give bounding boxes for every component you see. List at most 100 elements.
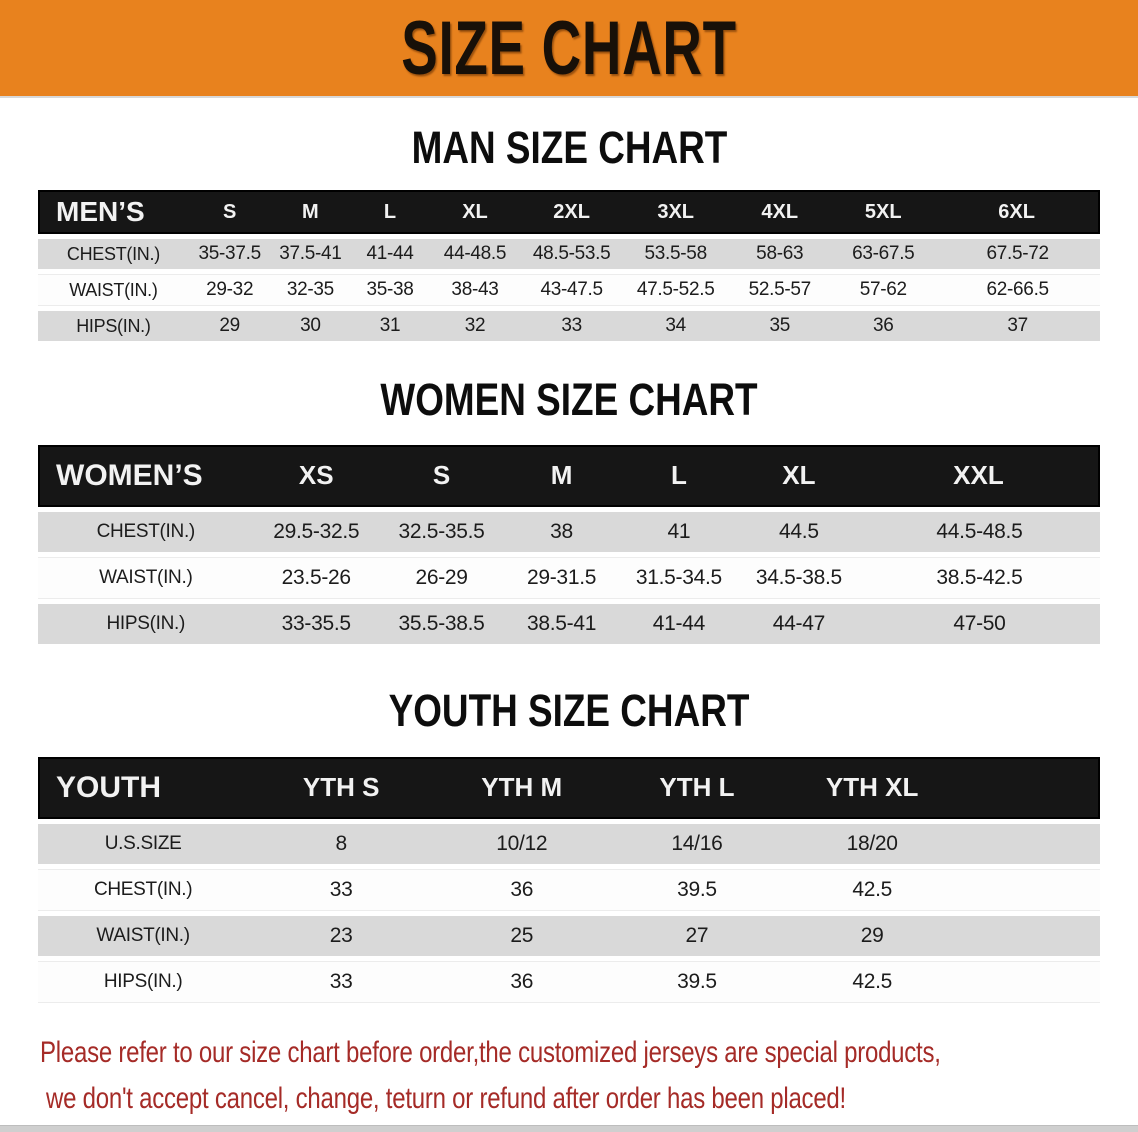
value-cell: 37	[935, 311, 1100, 342]
value-cell: 44.5-48.5	[858, 511, 1100, 552]
bottom-divider-bar	[0, 1125, 1138, 1132]
value-cell: 39.5	[609, 868, 785, 911]
value-cell: 26-29	[378, 556, 505, 599]
table-row: HIPS(IN.) 33 36 39.5 42.5	[38, 960, 1100, 1003]
row-spacer-cell	[959, 915, 1100, 956]
row-label: HIPS(IN.)	[38, 960, 249, 1003]
value-cell: 29-32	[188, 274, 271, 307]
value-cell: 43-47.5	[520, 274, 624, 307]
value-cell: 33	[248, 960, 435, 1003]
size-column-header: L	[618, 444, 739, 507]
value-cell: 27	[609, 915, 785, 956]
disclaimer-line-1: Please refer to our size chart before or…	[40, 1035, 941, 1069]
youth-size-table: YOUTH YTH S YTH M YTH L YTH XL U.S.SIZE 8 10/12…	[38, 752, 1100, 1008]
value-cell: 57-62	[831, 274, 936, 307]
value-cell: 8	[248, 823, 435, 864]
value-cell: 41	[618, 511, 739, 552]
value-cell: 52.5-57	[728, 274, 832, 307]
youth-size-table-wrap: YOUTH YTH S YTH M YTH L YTH XL U.S.SIZE 8 10/12…	[0, 752, 1138, 1008]
man-size-table-wrap: MEN’S S M L XL 2XL 3XL 4XL 5XL 6XL CHEST(IN.) 35-37…	[0, 185, 1138, 346]
table-header-row: MEN’S S M L XL 2XL 3XL 4XL 5XL 6XL	[38, 190, 1100, 235]
value-cell: 29	[784, 915, 960, 956]
value-cell: 18/20	[784, 823, 960, 864]
youth-size-chart-heading: YOUTH SIZE CHART	[388, 684, 750, 736]
women-size-chart-heading: WOMEN SIZE CHART	[380, 374, 758, 426]
value-cell: 29-31.5	[504, 556, 619, 599]
value-cell: 31.5-34.5	[618, 556, 739, 599]
value-cell: 53.5-58	[623, 239, 729, 270]
table-row: CHEST(IN.) 35-37.5 37.5-41 41-44 44-48.5 48.5…	[38, 239, 1100, 270]
size-column-header: YTH M	[434, 756, 610, 819]
value-cell: 38.5-41	[504, 603, 619, 644]
row-label: CHEST(IN.)	[38, 511, 254, 552]
value-cell: 63-67.5	[831, 239, 936, 270]
row-label: WAIST(IN.)	[38, 556, 254, 599]
value-cell: 42.5	[784, 868, 960, 911]
row-spacer-cell	[959, 868, 1100, 911]
size-column-header: 4XL	[728, 190, 832, 235]
row-label: WAIST(IN.)	[38, 915, 249, 956]
value-cell: 62-66.5	[935, 274, 1100, 307]
man-size-chart-heading: MAN SIZE CHART	[411, 122, 727, 173]
row-label: CHEST(IN.)	[38, 868, 249, 911]
table-header-row: YOUTH YTH S YTH M YTH L YTH XL	[38, 756, 1100, 819]
value-cell: 35-37.5	[188, 239, 271, 270]
value-cell: 23	[248, 915, 435, 956]
size-column-header: XXL	[858, 444, 1100, 507]
table-row: WAIST(IN.) 29-32 32-35 35-38 38-43 43-47.5 47.…	[38, 274, 1100, 307]
value-cell: 38-43	[429, 274, 521, 307]
table-title-cell: MEN’S	[38, 190, 189, 235]
value-cell: 41-44	[618, 603, 739, 644]
header-spacer-cell	[959, 756, 1100, 819]
value-cell: 36	[434, 868, 610, 911]
value-cell: 31	[350, 311, 430, 342]
size-column-header: M	[504, 444, 619, 507]
value-cell: 38	[504, 511, 619, 552]
value-cell: 35-38	[350, 274, 430, 307]
value-cell: 14/16	[609, 823, 785, 864]
table-row: WAIST(IN.) 23 25 27 29	[38, 915, 1100, 956]
table-row: U.S.SIZE 8 10/12 14/16 18/20	[38, 823, 1100, 864]
value-cell: 30	[270, 311, 351, 342]
man-size-table: MEN’S S M L XL 2XL 3XL 4XL 5XL 6XL CHEST(IN.) 35-37…	[38, 185, 1100, 346]
row-label: CHEST(IN.)	[38, 239, 189, 270]
value-cell: 37.5-41	[270, 239, 351, 270]
row-label: U.S.SIZE	[38, 823, 249, 864]
value-cell: 44-47	[738, 603, 859, 644]
value-cell: 58-63	[728, 239, 832, 270]
value-cell: 38.5-42.5	[858, 556, 1100, 599]
value-cell: 47.5-52.5	[623, 274, 729, 307]
value-cell: 36	[831, 311, 936, 342]
value-cell: 29	[188, 311, 271, 342]
value-cell: 44-48.5	[429, 239, 521, 270]
table-row: CHEST(IN.) 29.5-32.5 32.5-35.5 38 41 44.5 44.5…	[38, 511, 1100, 552]
size-column-header: YTH S	[248, 756, 435, 819]
value-cell: 34.5-38.5	[738, 556, 859, 599]
size-column-header: YTH XL	[784, 756, 960, 819]
size-column-header: XL	[738, 444, 859, 507]
table-title-cell: WOMEN’S	[38, 444, 254, 507]
table-row: WAIST(IN.) 23.5-26 26-29 29-31.5 31.5-34.5 34…	[38, 556, 1100, 599]
value-cell: 32.5-35.5	[378, 511, 505, 552]
value-cell: 10/12	[434, 823, 610, 864]
size-column-header: 2XL	[520, 190, 624, 235]
value-cell: 23.5-26	[253, 556, 379, 599]
size-column-header: XS	[253, 444, 379, 507]
table-title-cell: YOUTH	[38, 756, 249, 819]
banner-title: SIZE CHART	[401, 5, 737, 91]
value-cell: 48.5-53.5	[520, 239, 624, 270]
size-chart-banner: SIZE CHART	[0, 0, 1138, 98]
value-cell: 44.5	[738, 511, 859, 552]
size-column-header: YTH L	[609, 756, 785, 819]
row-label: HIPS(IN.)	[38, 311, 189, 342]
size-column-header: S	[378, 444, 505, 507]
row-label: WAIST(IN.)	[38, 274, 189, 307]
size-column-header: M	[270, 190, 351, 235]
women-size-table-wrap: WOMEN’S XS S M L XL XXL CHEST(IN.) 29.5-32.5 32.5…	[0, 440, 1138, 649]
women-size-table: WOMEN’S XS S M L XL XXL CHEST(IN.) 29.5-32.5 32.5…	[38, 440, 1100, 649]
value-cell: 67.5-72	[935, 239, 1100, 270]
value-cell: 32-35	[270, 274, 351, 307]
value-cell: 35	[728, 311, 832, 342]
value-cell: 25	[434, 915, 610, 956]
value-cell: 36	[434, 960, 610, 1003]
